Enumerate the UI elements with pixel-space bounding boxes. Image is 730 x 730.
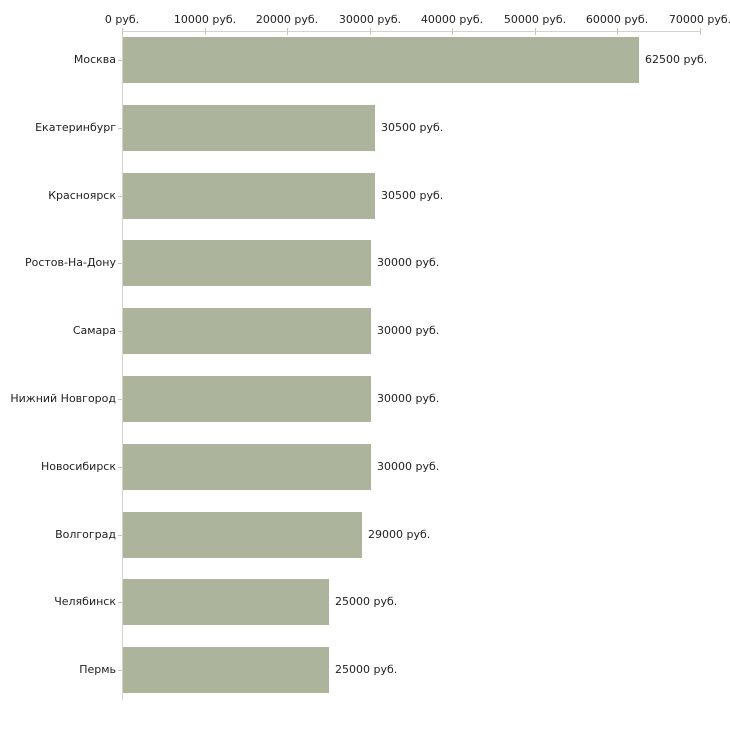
x-axis-tick <box>370 28 371 35</box>
x-axis-tick-label: 60000 руб. <box>585 13 649 26</box>
category-label: Екатеринбург <box>35 121 116 134</box>
value-label: 30500 руб. <box>381 189 444 202</box>
bar-4 <box>123 240 371 286</box>
bar-3 <box>123 173 375 219</box>
category-label: Новосибирск <box>40 460 116 473</box>
bar-10 <box>123 647 329 693</box>
y-axis-tick <box>118 467 122 468</box>
y-axis-tick <box>118 399 122 400</box>
value-label: 29000 руб. <box>368 528 431 541</box>
x-axis-tick-label: 40000 руб. <box>420 13 484 26</box>
bar-5 <box>123 308 371 354</box>
y-axis-tick <box>118 128 122 129</box>
y-axis-tick <box>118 196 122 197</box>
bar-8 <box>123 512 362 558</box>
x-axis-tick-label: 50000 руб. <box>503 13 567 26</box>
y-axis-tick <box>118 670 122 671</box>
x-axis-tick <box>287 28 288 35</box>
x-axis-tick <box>122 28 123 35</box>
category-label: Пермь <box>79 663 116 676</box>
x-axis-tick <box>617 28 618 35</box>
value-label: 30000 руб. <box>377 460 440 473</box>
value-label: 30000 руб. <box>377 324 440 337</box>
value-label: 62500 руб. <box>645 53 708 66</box>
x-axis-tick <box>205 28 206 35</box>
x-axis-line <box>122 31 700 32</box>
x-axis-tick-label: 70000 руб. <box>668 13 730 26</box>
y-axis-tick <box>118 60 122 61</box>
category-label: Волгоград <box>55 528 116 541</box>
y-axis-tick <box>118 263 122 264</box>
x-axis-tick-label: 20000 руб. <box>255 13 319 26</box>
category-label: Самара <box>72 324 116 337</box>
value-label: 25000 руб. <box>335 663 398 676</box>
y-axis-line <box>122 31 123 700</box>
x-axis-tick <box>700 28 701 35</box>
value-label: 30500 руб. <box>381 121 444 134</box>
x-axis-tick-label: 30000 руб. <box>338 13 402 26</box>
y-axis-tick <box>118 602 122 603</box>
x-axis-tick-label: 10000 руб. <box>173 13 237 26</box>
bar-7 <box>123 444 371 490</box>
y-axis-tick <box>118 331 122 332</box>
value-label: 30000 руб. <box>377 392 440 405</box>
y-axis-tick <box>118 535 122 536</box>
x-axis-tick <box>452 28 453 35</box>
category-label: Челябинск <box>54 595 116 608</box>
bar-1 <box>123 37 639 83</box>
category-label: Нижний Новгород <box>10 392 116 405</box>
value-label: 25000 руб. <box>335 595 398 608</box>
bar-6 <box>123 376 371 422</box>
x-axis-tick <box>535 28 536 35</box>
category-label: Красноярск <box>48 189 116 202</box>
category-label: Ростов-На-Дону <box>24 256 116 269</box>
category-label: Москва <box>73 53 116 66</box>
value-label: 30000 руб. <box>377 256 440 269</box>
bar-2 <box>123 105 375 151</box>
bar-9 <box>123 579 329 625</box>
x-axis-tick-label: 0 руб. <box>104 13 140 26</box>
